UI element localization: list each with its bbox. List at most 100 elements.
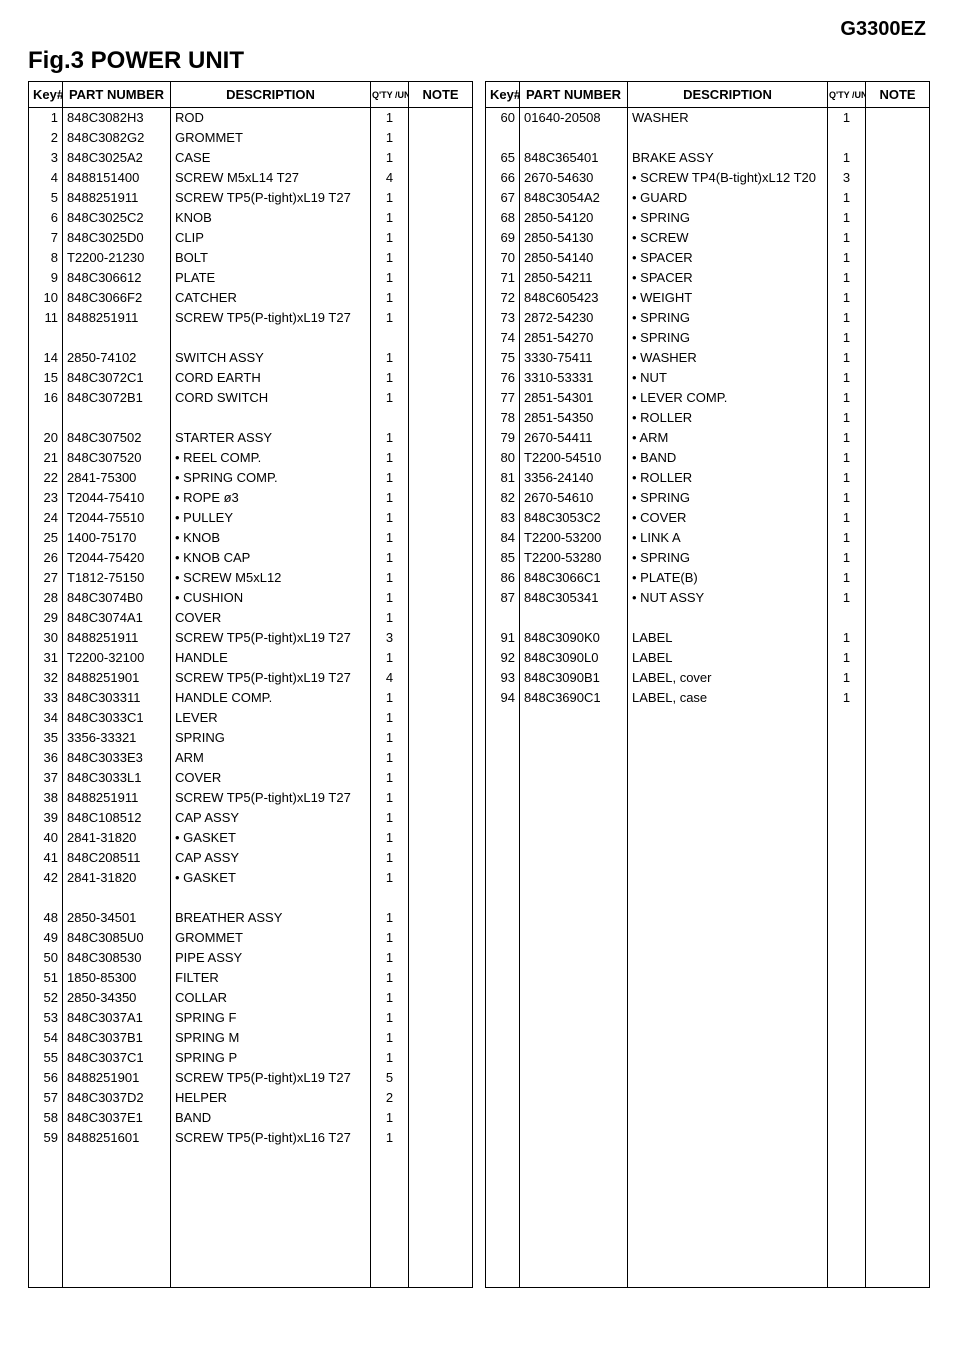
cell-note bbox=[866, 788, 930, 808]
cell-part bbox=[520, 888, 628, 908]
table-row: 308488251911SCREW TP5(P-tight)xL19 T273 bbox=[29, 628, 473, 648]
cell-note bbox=[409, 408, 473, 428]
cell-key bbox=[486, 1048, 520, 1068]
cell-part: 8488251601 bbox=[63, 1128, 171, 1148]
cell-key: 55 bbox=[29, 1048, 63, 1068]
cell-desc: SCREW TP5(P-tight)xL16 T27 bbox=[171, 1128, 371, 1148]
table-row bbox=[486, 768, 930, 788]
cell-qty: 3 bbox=[828, 168, 866, 188]
cell-key: 50 bbox=[29, 948, 63, 968]
cell-note bbox=[866, 708, 930, 728]
cell-desc: LEVER bbox=[171, 708, 371, 728]
cell-key: 68 bbox=[486, 208, 520, 228]
table-row: 36848C3033E3ARM1 bbox=[29, 748, 473, 768]
table-row: 84T2200-53200• LINK A1 bbox=[486, 528, 930, 548]
cell-part: 01640-20508 bbox=[520, 108, 628, 128]
cell-note bbox=[409, 168, 473, 188]
cell-key bbox=[486, 1028, 520, 1048]
cell-note bbox=[866, 248, 930, 268]
cell-key: 2 bbox=[29, 128, 63, 148]
cell-qty: 1 bbox=[828, 328, 866, 348]
cell-desc: • WEIGHT bbox=[628, 288, 828, 308]
cell-desc bbox=[628, 1028, 828, 1048]
cell-note bbox=[866, 748, 930, 768]
table-row bbox=[486, 848, 930, 868]
table-row: 732872-54230• SPRING1 bbox=[486, 308, 930, 328]
table-row bbox=[486, 1108, 930, 1128]
cell-note bbox=[409, 188, 473, 208]
cell-note bbox=[866, 848, 930, 868]
cell-part: 3330-75411 bbox=[520, 348, 628, 368]
table-row: 58488251911SCREW TP5(P-tight)xL19 T271 bbox=[29, 188, 473, 208]
cell-part bbox=[520, 808, 628, 828]
cell-note bbox=[409, 348, 473, 368]
table-row bbox=[29, 1228, 473, 1248]
cell-key: 94 bbox=[486, 688, 520, 708]
cell-part bbox=[520, 768, 628, 788]
cell-part: 8488151400 bbox=[63, 168, 171, 188]
cell-note bbox=[866, 988, 930, 1008]
cell-part: 848C3037E1 bbox=[63, 1108, 171, 1128]
cell-part: 2670-54630 bbox=[520, 168, 628, 188]
cell-qty: 1 bbox=[371, 968, 409, 988]
cell-qty bbox=[828, 1168, 866, 1188]
cell-qty: 1 bbox=[371, 508, 409, 528]
cell-note bbox=[409, 288, 473, 308]
table-row: 10848C3066F2CATCHER1 bbox=[29, 288, 473, 308]
cell-part: 848C3074A1 bbox=[63, 608, 171, 628]
cell-key bbox=[486, 1068, 520, 1088]
cell-part bbox=[520, 848, 628, 868]
cell-part: 1850-85300 bbox=[63, 968, 171, 988]
cell-qty: 1 bbox=[828, 368, 866, 388]
cell-key: 59 bbox=[29, 1128, 63, 1148]
cell-note bbox=[409, 228, 473, 248]
cell-note bbox=[409, 448, 473, 468]
table-row: 1848C3082H3ROD1 bbox=[29, 108, 473, 128]
cell-key bbox=[29, 1268, 63, 1288]
cell-desc bbox=[171, 1228, 371, 1248]
cell-desc bbox=[628, 908, 828, 928]
cell-qty: 1 bbox=[371, 388, 409, 408]
cell-desc bbox=[628, 768, 828, 788]
cell-desc: ROD bbox=[171, 108, 371, 128]
cell-part bbox=[63, 888, 171, 908]
table-row: 72848C605423• WEIGHT1 bbox=[486, 288, 930, 308]
cell-desc: • ROPE ø3 bbox=[171, 488, 371, 508]
cell-desc: SCREW TP5(P-tight)xL19 T27 bbox=[171, 788, 371, 808]
cell-part: 848C303311 bbox=[63, 688, 171, 708]
cell-part bbox=[520, 1248, 628, 1268]
cell-desc bbox=[628, 748, 828, 768]
cell-part: T2044-75510 bbox=[63, 508, 171, 528]
cell-qty: 1 bbox=[371, 928, 409, 948]
cell-desc: SCREW TP5(P-tight)xL19 T27 bbox=[171, 628, 371, 648]
cell-part: 8488251911 bbox=[63, 788, 171, 808]
table-row: 49848C3085U0GROMMET1 bbox=[29, 928, 473, 948]
cell-part: 848C307502 bbox=[63, 428, 171, 448]
table-row: 58848C3037E1BAND1 bbox=[29, 1108, 473, 1128]
cell-desc bbox=[628, 1268, 828, 1288]
cell-key: 4 bbox=[29, 168, 63, 188]
cell-note bbox=[409, 808, 473, 828]
cell-desc: SPRING P bbox=[171, 1048, 371, 1068]
cell-part: 2850-34350 bbox=[63, 988, 171, 1008]
cell-key: 42 bbox=[29, 868, 63, 888]
cell-part bbox=[63, 1148, 171, 1168]
table-row: 94848C3690C1LABEL, case1 bbox=[486, 688, 930, 708]
cell-qty bbox=[828, 128, 866, 148]
table-row bbox=[486, 728, 930, 748]
cell-qty: 1 bbox=[828, 248, 866, 268]
cell-note bbox=[866, 768, 930, 788]
cell-qty bbox=[371, 408, 409, 428]
cell-key: 37 bbox=[29, 768, 63, 788]
page-title: Fig.3 POWER UNIT bbox=[28, 47, 926, 75]
cell-part: 8488251911 bbox=[63, 188, 171, 208]
cell-desc: CLIP bbox=[171, 228, 371, 248]
table-row: 57848C3037D2HELPER2 bbox=[29, 1088, 473, 1108]
cell-desc bbox=[628, 1068, 828, 1088]
cell-key: 82 bbox=[486, 488, 520, 508]
cell-desc: CORD EARTH bbox=[171, 368, 371, 388]
cell-qty bbox=[828, 1048, 866, 1068]
table-row: 422841-31820• GASKET1 bbox=[29, 868, 473, 888]
cell-qty: 5 bbox=[371, 1068, 409, 1088]
cell-qty: 1 bbox=[371, 128, 409, 148]
